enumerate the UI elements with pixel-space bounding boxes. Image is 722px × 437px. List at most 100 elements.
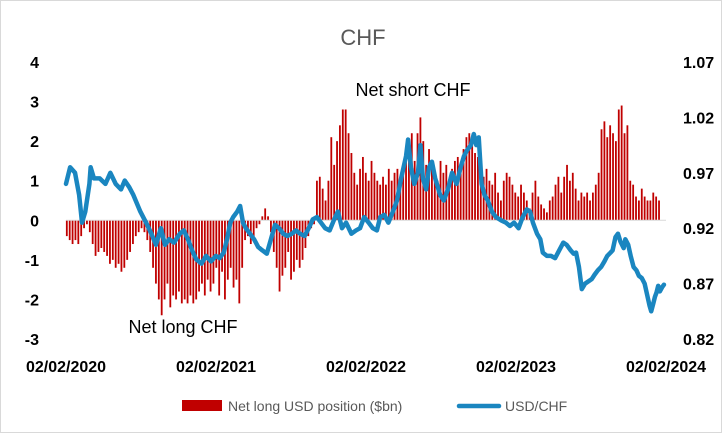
right-tick-label: 1.07 xyxy=(683,55,714,72)
bar xyxy=(327,180,330,221)
bar xyxy=(83,220,85,229)
bar xyxy=(566,164,568,221)
bar xyxy=(341,109,344,221)
bar xyxy=(347,133,350,221)
bar xyxy=(232,220,235,288)
bar xyxy=(494,172,497,221)
bar xyxy=(431,160,433,221)
bar xyxy=(284,220,287,268)
bar xyxy=(318,176,321,221)
bar xyxy=(482,176,485,221)
bar xyxy=(617,109,620,221)
bar xyxy=(623,133,626,221)
bar xyxy=(557,176,560,221)
bar xyxy=(643,196,646,221)
bar xyxy=(425,164,428,221)
bar xyxy=(597,172,600,221)
bar xyxy=(465,137,468,221)
bar xyxy=(91,220,94,245)
bar xyxy=(356,184,359,221)
bar xyxy=(477,156,479,221)
left-tick-label: -3 xyxy=(25,332,39,349)
bar xyxy=(554,184,557,221)
bar xyxy=(393,172,396,221)
bar xyxy=(238,220,241,304)
bar xyxy=(261,216,264,221)
usdchf-line xyxy=(63,131,667,314)
bar xyxy=(468,133,471,221)
bar xyxy=(571,172,574,221)
bar xyxy=(132,220,134,245)
bar xyxy=(376,180,379,221)
bar xyxy=(606,137,609,221)
left-tick-label: 2 xyxy=(30,134,39,151)
bar xyxy=(316,180,318,221)
bar xyxy=(632,184,635,221)
bar xyxy=(103,220,106,252)
bar xyxy=(123,220,126,268)
right-tick-label: 0.92 xyxy=(683,221,714,238)
bar xyxy=(330,137,333,221)
bar xyxy=(638,200,640,221)
bar xyxy=(612,133,614,221)
x-tick-label: 02/02/2021 xyxy=(176,359,256,376)
bar xyxy=(270,220,272,233)
bar xyxy=(436,180,439,221)
bar xyxy=(74,220,77,241)
bar xyxy=(580,192,583,221)
bar xyxy=(517,196,520,221)
bar xyxy=(278,220,281,292)
bar xyxy=(206,220,209,280)
bar xyxy=(226,220,229,280)
bar xyxy=(189,220,192,296)
bar xyxy=(350,153,353,221)
bar xyxy=(405,156,407,221)
bar xyxy=(198,220,200,292)
bar xyxy=(456,156,459,221)
right-tick-label: 0.87 xyxy=(683,277,714,294)
bar xyxy=(186,220,189,304)
left-tick-label: 4 xyxy=(30,55,39,72)
right-tick-label: 0.82 xyxy=(683,332,714,349)
bar xyxy=(658,200,660,221)
bar xyxy=(471,145,474,221)
bar xyxy=(65,220,68,237)
bar xyxy=(111,220,114,260)
bar xyxy=(615,141,617,221)
left-tick-label: -2 xyxy=(25,292,39,309)
bar xyxy=(301,220,304,260)
left-tick-label: 3 xyxy=(30,95,39,112)
bar xyxy=(313,220,315,225)
bar xyxy=(635,196,637,221)
bar xyxy=(373,172,376,221)
bar xyxy=(382,176,384,221)
bar xyxy=(459,164,462,221)
bar xyxy=(86,220,88,225)
bar xyxy=(548,200,551,221)
bar xyxy=(267,216,269,221)
bar xyxy=(134,220,137,237)
bar xyxy=(640,188,643,221)
chart-title: CHF xyxy=(340,25,385,50)
bar xyxy=(344,109,347,221)
bar xyxy=(353,172,356,221)
legend-label-line: USD/CHF xyxy=(505,398,567,414)
bar xyxy=(649,200,652,221)
x-tick-label: 02/02/2024 xyxy=(626,359,706,376)
bar xyxy=(77,220,80,245)
bar xyxy=(117,220,120,264)
bar xyxy=(379,184,382,221)
bar xyxy=(511,184,514,221)
bar xyxy=(172,220,175,296)
bar xyxy=(339,125,341,221)
bar xyxy=(540,204,543,221)
bar xyxy=(387,168,390,221)
bar xyxy=(462,149,465,221)
bar xyxy=(255,220,258,229)
bar xyxy=(367,180,370,221)
bar xyxy=(551,196,554,221)
bar xyxy=(163,220,166,300)
bar xyxy=(298,220,301,268)
bar xyxy=(629,180,632,221)
